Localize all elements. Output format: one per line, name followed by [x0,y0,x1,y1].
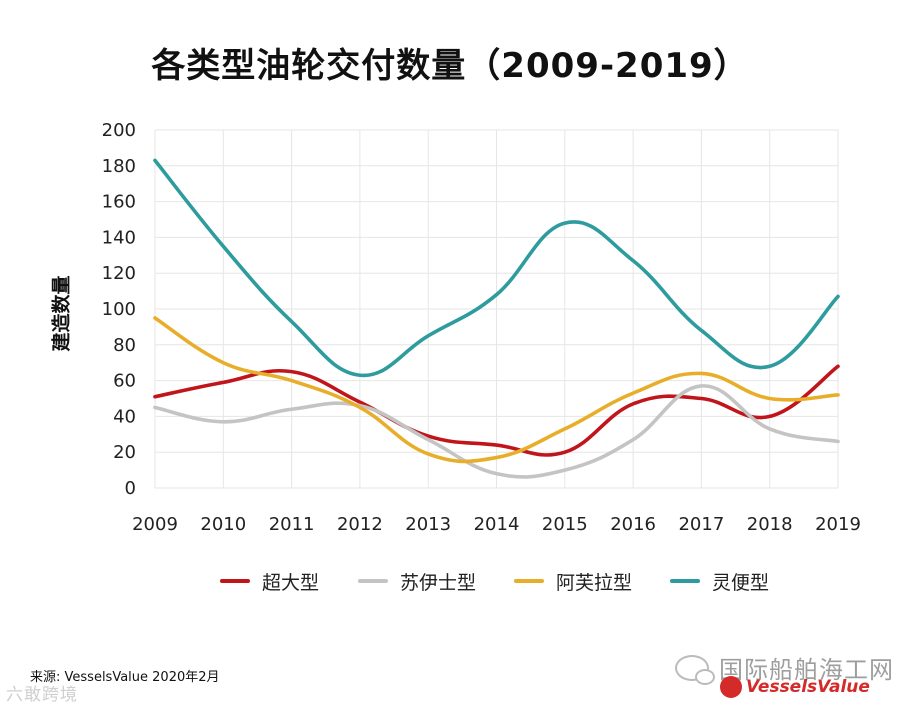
x-tick-label: 2010 [200,514,246,535]
logo-text: VesselsValue [746,677,870,697]
watermark-right-text: 国际船舶海工网 [719,656,894,684]
y-tick-label: 160 [102,192,136,213]
y-tick-label: 60 [113,371,136,392]
series-line-vlcc [153,364,840,457]
x-tick-label: 2014 [474,514,520,535]
y-tick-label: 200 [102,120,136,141]
y-tick-label: 80 [113,335,136,356]
legend-label-handysize: 灵便型 [712,571,770,594]
legend-label-vlcc: 超大型 [262,571,320,594]
y-axis-label: 建造数量 [50,275,73,352]
legend-item-vlcc: 超大型 [220,567,319,595]
x-tick-label: 2016 [610,514,656,535]
series-line-aframax [153,316,840,464]
wechat-icon [675,654,715,685]
x-tick-label: 2015 [542,514,588,535]
grid-layer [154,129,839,489]
y-tick-label: 20 [113,442,136,463]
y-tick-label: 180 [102,156,136,177]
x-tick-label: 2012 [337,514,383,535]
x-tick-label: 2013 [405,514,451,535]
logo-dot-icon [720,676,742,698]
legend-item-aframax: 阿芙拉型 [514,567,632,595]
legend-swatch-suezmax [358,579,388,583]
tick-layer: 0 20 40 60 80 100 120 140 160 180 200 2009 2010 2011 2… [102,120,861,535]
y-tick-label: 0 [125,478,136,499]
watermark-right: 国际船舶海工网 [675,650,894,685]
legend-swatch-aframax [514,579,544,583]
legend-swatch-handysize [670,579,700,583]
series-line-suezmax [153,384,840,479]
chart-title: 各类型油轮交付数量（2009-2019） [151,46,749,86]
y-tick-label: 140 [102,227,136,248]
x-tick-label: 2019 [815,514,861,535]
x-tick-label: 2017 [678,514,724,535]
series-layer [153,158,840,479]
vesselsvalue-logo: VesselsValue [720,676,870,698]
x-tick-label: 2011 [269,514,315,535]
legend-item-suezmax: 苏伊士型 [358,567,476,595]
y-tick-label: 120 [102,263,136,284]
y-tick-label: 40 [113,406,136,427]
legend-label-suezmax: 苏伊士型 [400,571,477,594]
watermark-left: 六敢跨境 [6,685,78,705]
y-tick-label: 100 [102,299,136,320]
legend: 超大型 苏伊士型 阿芙拉型 灵便型 [0,567,900,595]
source-note: 来源: VesselsValue 2020年2月 [30,670,220,685]
x-tick-label: 2009 [132,514,178,535]
legend-swatch-vlcc [220,579,250,583]
legend-item-handysize: 灵便型 [670,567,769,595]
legend-label-aframax: 阿芙拉型 [556,571,633,594]
x-tick-label: 2018 [747,514,793,535]
